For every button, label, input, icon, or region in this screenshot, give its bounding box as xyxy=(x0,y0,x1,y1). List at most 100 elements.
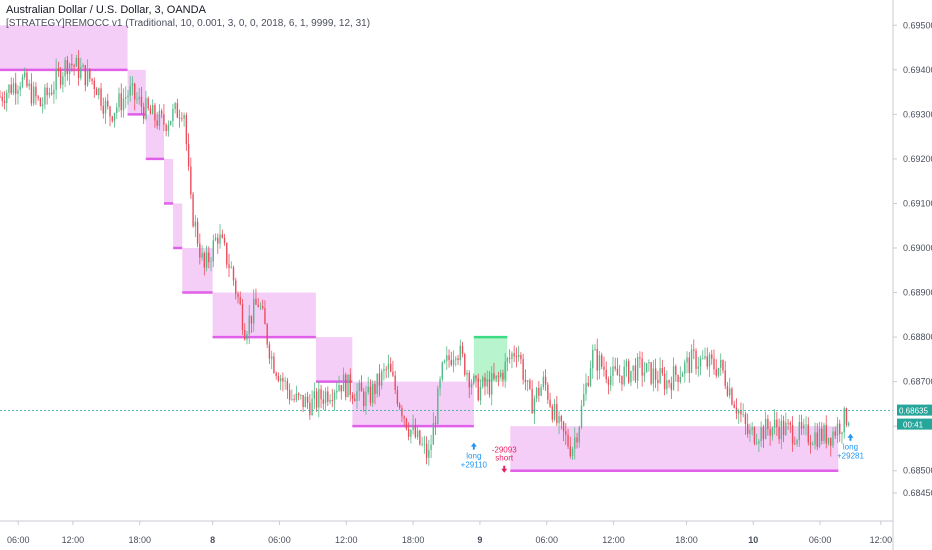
candle-body xyxy=(508,358,511,359)
candle-body xyxy=(396,389,399,405)
candle-body xyxy=(412,425,414,430)
candle-body xyxy=(68,63,71,75)
candle-body xyxy=(158,110,161,126)
time-tick-label: 12:00 xyxy=(870,535,893,545)
candle-body xyxy=(356,391,358,402)
candle-body xyxy=(836,423,839,436)
candle-body xyxy=(12,83,15,94)
candle-body xyxy=(288,390,291,400)
candle-body xyxy=(309,402,311,416)
candle-body xyxy=(737,410,740,414)
long-entry-2-value: +29281 xyxy=(837,452,864,461)
candle-body xyxy=(340,385,342,392)
candle-body xyxy=(21,77,24,87)
candle-body xyxy=(372,384,374,403)
candle-body xyxy=(746,424,749,435)
candle-body xyxy=(562,421,565,432)
candle-body xyxy=(722,360,724,371)
candle-body xyxy=(499,372,502,377)
candle-body xyxy=(259,306,262,308)
candle-body xyxy=(459,345,461,361)
candle-body xyxy=(401,408,403,417)
candle-body xyxy=(677,375,679,383)
candle-body xyxy=(187,143,190,167)
candle-body xyxy=(241,304,244,331)
candle-body xyxy=(23,72,26,78)
candle-body xyxy=(506,358,509,362)
candle-body xyxy=(295,393,298,400)
candle-body xyxy=(491,373,493,395)
candle-body xyxy=(452,359,455,365)
candle-body xyxy=(134,83,136,100)
candle-body xyxy=(446,355,448,361)
candle-body xyxy=(351,394,354,400)
time-tick-label: 06:00 xyxy=(7,535,30,545)
candle-body xyxy=(533,398,536,414)
study-legend[interactable]: [STRATEGY]REMOCC v1 (Traditional, 10, 0.… xyxy=(6,18,371,29)
zone-9 xyxy=(510,426,839,471)
candle-body xyxy=(791,425,794,444)
time-tick-label: 06:00 xyxy=(268,535,291,545)
candle-body xyxy=(8,84,10,93)
candle-body xyxy=(385,369,387,371)
candle-body xyxy=(688,357,690,373)
candle-body xyxy=(547,384,549,400)
candle-body xyxy=(223,237,226,243)
candle-body xyxy=(578,427,580,443)
candle-body xyxy=(630,370,632,383)
candle-body xyxy=(742,414,744,415)
candle-body xyxy=(457,358,459,361)
candle-body xyxy=(818,428,821,447)
candle-body xyxy=(542,376,545,388)
candle-body xyxy=(416,430,419,438)
candle-body xyxy=(569,446,571,457)
candle-body xyxy=(338,385,340,391)
candle-body xyxy=(529,380,531,389)
candle-body xyxy=(64,59,66,77)
candle-body xyxy=(111,116,113,121)
candle-body xyxy=(816,432,818,447)
candle-body xyxy=(636,357,639,381)
candle-body xyxy=(95,89,98,96)
candle-body xyxy=(693,349,695,351)
candle-body xyxy=(549,399,551,407)
candle-body xyxy=(670,383,673,390)
candle-body xyxy=(306,396,309,403)
candle-body xyxy=(679,376,682,383)
candle-body xyxy=(17,90,19,94)
candle-body xyxy=(466,372,468,375)
zone-7 xyxy=(315,337,353,382)
candle-body xyxy=(596,348,598,371)
candle-body xyxy=(814,432,816,445)
candle-body xyxy=(639,357,641,359)
time-axis[interactable]: 06:00 12:00 18:00 8 06:00 12:00 18:00 9 06:00 12:… xyxy=(7,521,892,545)
candle-body xyxy=(145,98,147,119)
candle-body xyxy=(468,372,470,388)
candle-body xyxy=(616,368,619,376)
candle-body xyxy=(214,237,217,241)
candle-body xyxy=(380,371,383,386)
candle-body xyxy=(823,424,825,441)
candle-body xyxy=(421,444,423,445)
candle-body xyxy=(62,76,64,85)
candle-body xyxy=(461,345,464,355)
symbol-title[interactable]: Australian Dollar / U.S. Dollar, 3, OAND… xyxy=(6,4,206,16)
candle-body xyxy=(44,87,46,105)
candle-body xyxy=(342,374,345,392)
candle-body xyxy=(612,366,614,376)
candle-body xyxy=(706,356,708,367)
candle-body xyxy=(39,98,42,107)
candle-body xyxy=(708,354,711,367)
candle-body xyxy=(580,405,583,428)
candle-body xyxy=(432,423,435,445)
candle-body xyxy=(787,422,789,424)
candle-body xyxy=(479,386,482,401)
candle-body xyxy=(504,361,506,380)
candle-body xyxy=(567,434,569,447)
candle-body xyxy=(800,422,803,429)
short-exit-label: short xyxy=(495,454,514,463)
candle-body xyxy=(255,298,257,305)
candle-body xyxy=(798,422,801,441)
